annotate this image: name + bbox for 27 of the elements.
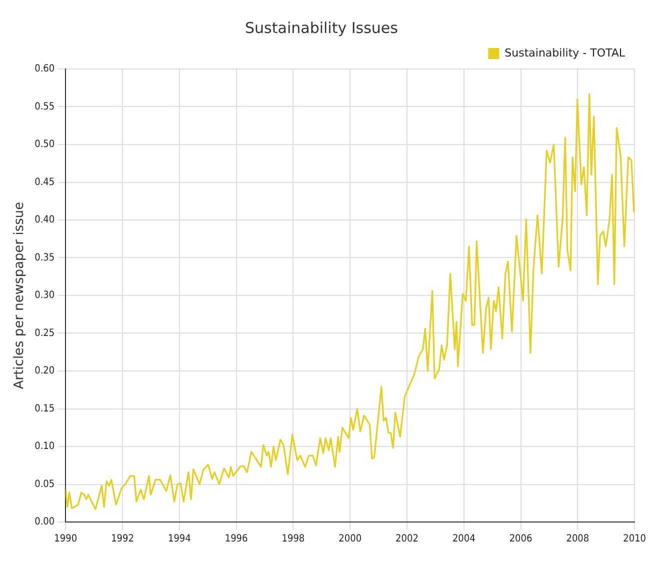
y-tick-label: 0.55 <box>34 101 55 112</box>
y-tick-label: 0.45 <box>34 176 55 188</box>
x-tick-label: 2010 <box>623 534 646 545</box>
y-axis-title: Articles per newspaper issue <box>12 202 28 390</box>
y-tick-label: 0.20 <box>34 366 55 377</box>
y-tick-label: 0.30 <box>34 290 55 302</box>
x-tick-label: 1996 <box>224 534 248 545</box>
x-tick-label: 1998 <box>282 534 305 545</box>
y-tick-label: 0.00 <box>34 516 55 528</box>
legend-label: Sustainability - TOTAL <box>504 46 626 60</box>
chart-title: Sustainability Issues <box>245 18 398 37</box>
x-tick-label: 2002 <box>396 534 418 545</box>
y-tick-label: 0.35 <box>34 252 55 264</box>
x-tick-label: 2008 <box>566 534 590 545</box>
x-tick-label: 2006 <box>509 534 532 545</box>
y-tick-label: 0.25 <box>34 328 55 339</box>
y-tick-label: 0.05 <box>34 478 55 490</box>
x-tick-label: 2000 <box>338 534 362 545</box>
y-tick-label: 0.50 <box>34 139 55 150</box>
y-tick-label: 0.60 <box>34 64 55 75</box>
x-tick-label: 2004 <box>452 534 476 545</box>
y-tick-label: 0.10 <box>34 441 55 452</box>
y-tick-label: 0.15 <box>34 403 55 414</box>
y-tick-label: 0.40 <box>34 214 55 226</box>
x-tick-label: 1994 <box>168 534 192 545</box>
x-tick-label: 1992 <box>111 534 134 545</box>
x-tick-label: 1990 <box>54 534 78 545</box>
